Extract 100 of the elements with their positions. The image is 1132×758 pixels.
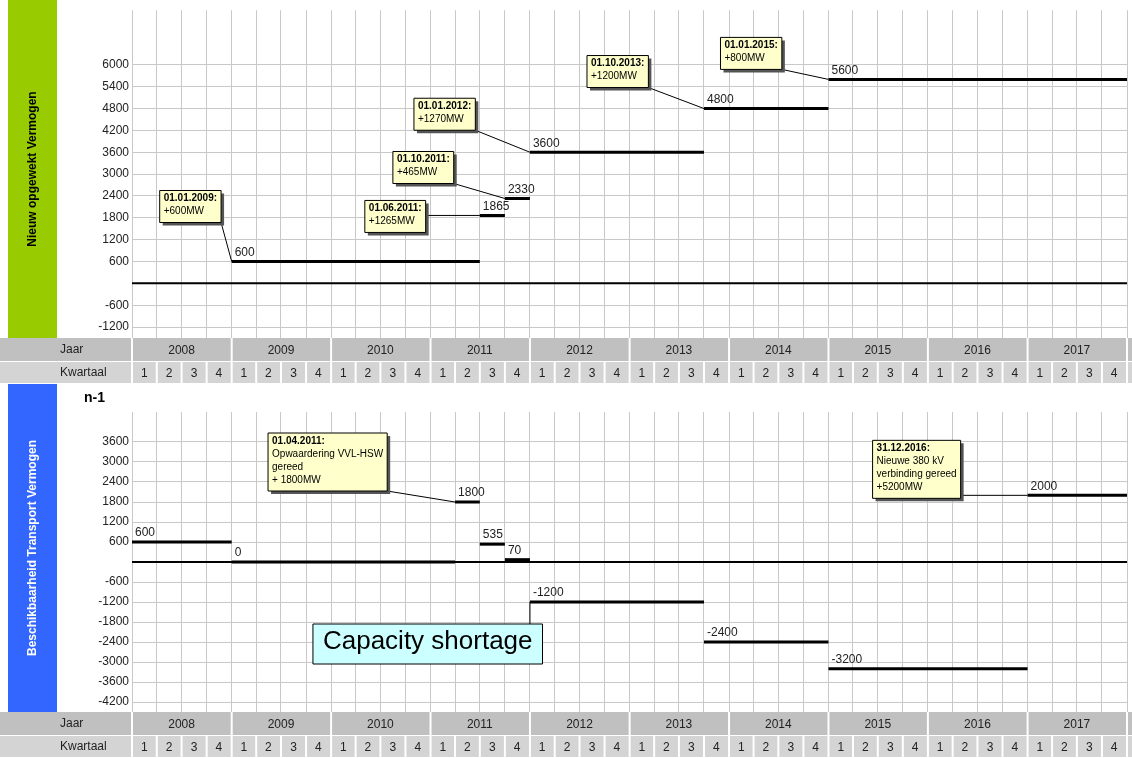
x-tick-label: 3 — [389, 739, 397, 754]
x-axis-title: Kwartaal — [60, 739, 107, 754]
y-axis-title: Beschikbaarheid Transport Vermogen — [25, 439, 40, 657]
x2-tick-label: 2012 — [566, 716, 594, 731]
data-label: 4800 — [707, 91, 735, 106]
x-tick-label: 1 — [936, 365, 944, 380]
x-tick-label: 3 — [290, 739, 298, 754]
y-tick-label: 1200 — [102, 514, 130, 529]
x2-tick-label: 2009 — [267, 342, 295, 357]
chart-title: n-1 — [84, 388, 106, 405]
x-tick-label: 2 — [861, 365, 869, 380]
x-tick-label: 1 — [936, 739, 944, 754]
y-tick-label: 3000 — [102, 166, 130, 181]
data-label: 535 — [482, 527, 504, 542]
y-tick-label: 6000 — [102, 57, 130, 72]
x2-tick-label: 2013 — [665, 342, 693, 357]
x-tick-label: 3 — [787, 365, 795, 380]
x-tick-label: 4 — [513, 739, 521, 754]
x-tick-label: 3 — [290, 365, 298, 380]
x-tick-label: 3 — [688, 739, 696, 754]
annotation: 01.01.2012: +1270MW — [417, 100, 472, 124]
x2-tick-label: 2010 — [367, 342, 395, 357]
x-tick-label: 1 — [538, 365, 546, 380]
x-tick-label: 3 — [489, 739, 497, 754]
y-tick-label: 1800 — [102, 494, 130, 509]
x2-tick-label: 2014 — [765, 342, 793, 357]
x2-tick-label: 2016 — [964, 716, 992, 731]
data-label: -2400 — [707, 625, 739, 640]
x-tick-label: 4 — [1011, 739, 1019, 754]
x-tick-label: 1 — [837, 739, 845, 754]
x2-tick-label: 2015 — [864, 716, 892, 731]
x-tick-label: 2 — [961, 365, 969, 380]
x2-tick-label: 2017 — [1063, 342, 1091, 357]
annotation: 01.06.2011: +1265MW — [368, 202, 422, 227]
data-label: 600 — [135, 525, 156, 540]
annotation: 01.01.2009: +600MW — [163, 192, 218, 217]
x2-tick-label: 2011 — [466, 342, 494, 357]
data-label: 2330 — [507, 181, 535, 196]
x2-tick-label: 2015 — [864, 342, 892, 357]
annotation: 01.10.2011: +465MW — [396, 153, 450, 178]
x-tick-label: 4 — [414, 365, 422, 380]
y-tick-label: 3600 — [102, 144, 130, 159]
x2-tick-label: 2011 — [466, 716, 494, 731]
x-tick-label: 4 — [812, 739, 820, 754]
y-tick-label: 2400 — [102, 188, 130, 203]
x2-tick-label: 2008 — [168, 716, 196, 731]
x-tick-label: 4 — [911, 365, 919, 380]
y-tick-label: -3600 — [98, 674, 130, 689]
x-tick-label: 3 — [787, 739, 795, 754]
y-tick-label: -600 — [104, 574, 130, 589]
x-tick-label: 2 — [762, 739, 770, 754]
annotation: 01.10.2013: +1200MW — [591, 57, 645, 82]
data-label: -1200 — [532, 585, 564, 600]
x-tick-label: 2 — [663, 739, 671, 754]
x-tick-label: 3 — [489, 365, 497, 380]
x2-tick-label: 2012 — [566, 342, 594, 357]
data-label: 1800 — [458, 485, 486, 500]
x2-tick-label: 2017 — [1063, 716, 1091, 731]
x-tick-label: 1 — [737, 739, 745, 754]
x-tick-label: 4 — [1110, 365, 1118, 380]
x2-axis-title: Jaar — [60, 716, 84, 731]
x-tick-label: 2 — [165, 739, 173, 754]
x-tick-label: 1 — [1036, 365, 1044, 380]
data-label: 5600 — [831, 62, 859, 77]
data-label: 70 — [507, 542, 522, 557]
x-tick-label: 4 — [414, 739, 422, 754]
data-label: 0 — [234, 545, 242, 560]
x2-tick-label: 2009 — [267, 716, 295, 731]
y-tick-label: -1800 — [98, 614, 130, 629]
x-tick-label: 4 — [215, 365, 223, 380]
x-tick-label: 3 — [190, 365, 198, 380]
y-tick-label: 4200 — [102, 122, 130, 137]
data-label: 2000 — [1030, 478, 1058, 493]
x-tick-label: 1 — [439, 365, 447, 380]
y-tick-label: -600 — [104, 297, 130, 312]
x-tick-label: 2 — [1061, 739, 1069, 754]
x-tick-label: 2 — [563, 365, 571, 380]
x2-tick-label: 2016 — [964, 342, 992, 357]
y-tick-label: 3600 — [102, 434, 130, 449]
x-tick-label: 3 — [886, 739, 894, 754]
data-label: 600 — [234, 244, 256, 259]
y-tick-label: 5400 — [102, 79, 130, 93]
x-tick-label: 1 — [439, 739, 447, 754]
y-tick-label: 1200 — [102, 231, 130, 246]
x-tick-label: 1 — [340, 739, 348, 754]
x-tick-label: 4 — [712, 739, 720, 754]
data-label: -3200 — [831, 651, 863, 666]
x-tick-label: 3 — [886, 365, 894, 380]
x-tick-label: 2 — [463, 365, 471, 380]
x-tick-label: 1 — [737, 365, 745, 380]
x-tick-label: 2 — [463, 739, 471, 754]
annotation: 01.04.2011: Opwaardering VVL-HSW gereed + 1800MW — [272, 434, 384, 485]
x-tick-label: 4 — [513, 365, 521, 380]
x-tick-label: 1 — [638, 365, 646, 380]
x-tick-label: 3 — [688, 365, 696, 380]
data-label: 1865 — [482, 198, 510, 213]
x-tick-label: 2 — [563, 739, 571, 754]
x-tick-label: 1 — [340, 365, 348, 380]
x-tick-label: 4 — [911, 739, 919, 754]
y-tick-label: -1200 — [98, 319, 130, 334]
